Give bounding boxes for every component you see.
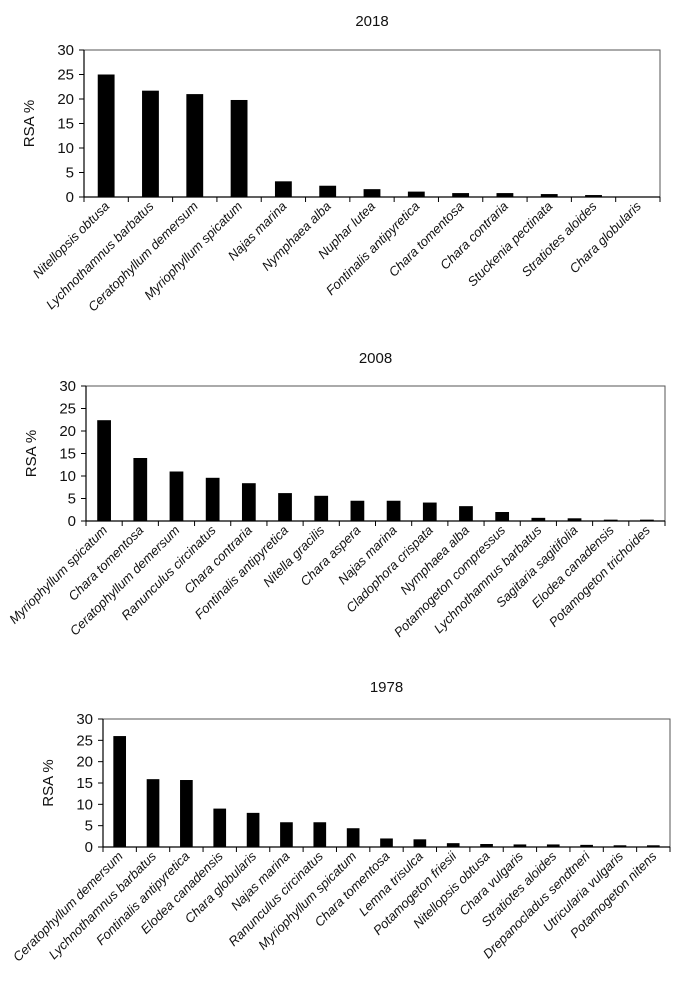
bar [346,828,360,847]
chart-title: 1978 [370,679,403,696]
bar [186,94,204,197]
y-tick-label: 20 [57,91,74,108]
bar [133,458,148,521]
bar [380,838,393,847]
bar [580,844,593,847]
bar [278,493,292,521]
bar [407,191,425,197]
y-axis-label: RSA % [21,100,38,148]
plot-frame [83,49,661,198]
y-tick-label: 15 [76,775,93,792]
bar [531,517,546,521]
x-tick-label: Stratiotes aloides [519,198,600,279]
bar [567,518,582,521]
y-tick-label: 10 [76,796,93,813]
x-tick-label: Stuckenia pectinata [465,199,556,290]
y-tick-label: 30 [57,42,74,59]
y-tick-label: 20 [76,754,93,771]
y-tick-label: 10 [59,468,76,485]
y-tick-label: 5 [85,818,93,835]
bar [613,845,627,847]
bar [363,189,381,197]
bar [496,193,514,197]
bar [97,420,111,521]
bar [459,506,473,521]
y-tick-label: 25 [57,67,74,84]
y-axis-label: RSA % [40,759,57,807]
bar [452,193,470,197]
bar [314,495,329,521]
bar [169,471,184,521]
y-tick-label: 10 [57,140,74,157]
bar [213,808,227,847]
bar [241,483,256,521]
x-tick-label: Nitellopsis obtusa [30,199,113,282]
bar [113,736,127,847]
bar [446,843,460,847]
y-tick-label: 15 [59,446,76,463]
y-tick-label: 0 [68,513,76,530]
bar [546,844,560,847]
bar [313,822,327,847]
bar [646,845,660,847]
bar [422,502,437,521]
y-tick-label: 0 [85,839,93,856]
y-tick-label: 20 [59,423,76,440]
chart-title: 2008 [359,350,392,367]
bar [246,812,260,847]
bar [413,839,427,847]
bar [205,477,220,521]
y-tick-label: 25 [59,401,76,418]
bar [274,181,292,197]
bar [603,519,618,521]
bar [180,780,193,847]
y-axis-label: RSA % [23,430,40,478]
y-tick-label: 5 [66,165,74,182]
bar [230,99,248,197]
bar [640,519,654,521]
bar [540,194,558,197]
bar [585,195,602,197]
y-tick-label: 30 [76,711,93,728]
bar [513,844,527,847]
bar [97,74,115,197]
chart-title: 2018 [355,13,388,30]
y-tick-label: 30 [59,378,76,395]
bar [495,512,510,521]
bar [350,500,365,521]
y-tick-label: 0 [66,189,74,206]
bar [142,90,159,197]
x-tick-label: Chara tomentosa [386,199,467,280]
bar [319,185,337,197]
bar [280,822,293,847]
y-tick-label: 15 [57,116,74,133]
y-tick-label: 25 [76,732,93,749]
bar [480,844,493,847]
y-tick-label: 5 [68,491,76,508]
bar [386,500,401,521]
bar [146,779,160,847]
